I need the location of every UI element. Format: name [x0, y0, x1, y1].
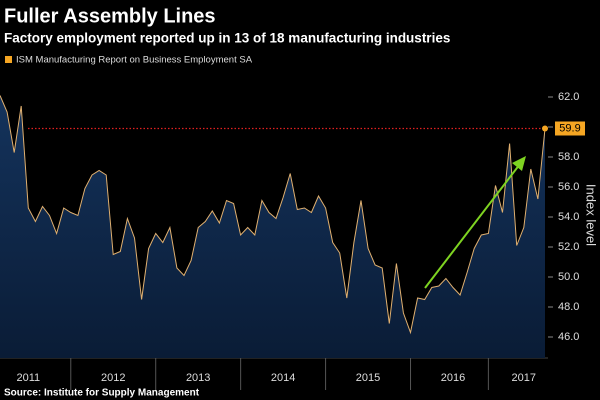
- trend-arrowhead: [512, 156, 526, 171]
- legend-label: ISM Manufacturing Report on Business Emp…: [16, 55, 253, 66]
- y-axis-title: Index level: [584, 184, 599, 246]
- y-tick-label: 58.0: [558, 151, 579, 163]
- y-tick-label: 54.0: [558, 211, 579, 223]
- line: [0, 95, 546, 335]
- x-tick-label: 2013: [186, 372, 210, 384]
- chart-subtitle: Factory employment reported up in 13 of …: [4, 31, 450, 46]
- y-tick-label: 52.0: [558, 241, 579, 253]
- x-tick-label: 2017: [512, 372, 536, 384]
- area: [0, 95, 545, 358]
- y-tick-label: 46.0: [558, 331, 579, 343]
- x-tick-label: 2014: [271, 372, 295, 384]
- x-tick-label: 2011: [16, 372, 40, 384]
- y-tick-label: 48.0: [558, 301, 579, 313]
- chart-title: Fuller Assembly Lines: [4, 5, 216, 27]
- x-tick-label: 2016: [441, 372, 465, 384]
- y-tick-label: 50.0: [558, 271, 579, 283]
- value-label: 59.9: [559, 122, 580, 134]
- y-tick-label: 62.0: [558, 91, 579, 103]
- source: Source: Institute for Supply Management: [4, 388, 200, 399]
- y-tick-label: 56.0: [558, 181, 579, 193]
- value-label-box: [555, 121, 585, 136]
- x-tick-label: 2015: [356, 372, 380, 384]
- x-tick-label: 2012: [101, 372, 125, 384]
- trend-arrow: [424, 163, 521, 289]
- last-point: [542, 125, 548, 132]
- legend-swatch: [5, 56, 12, 63]
